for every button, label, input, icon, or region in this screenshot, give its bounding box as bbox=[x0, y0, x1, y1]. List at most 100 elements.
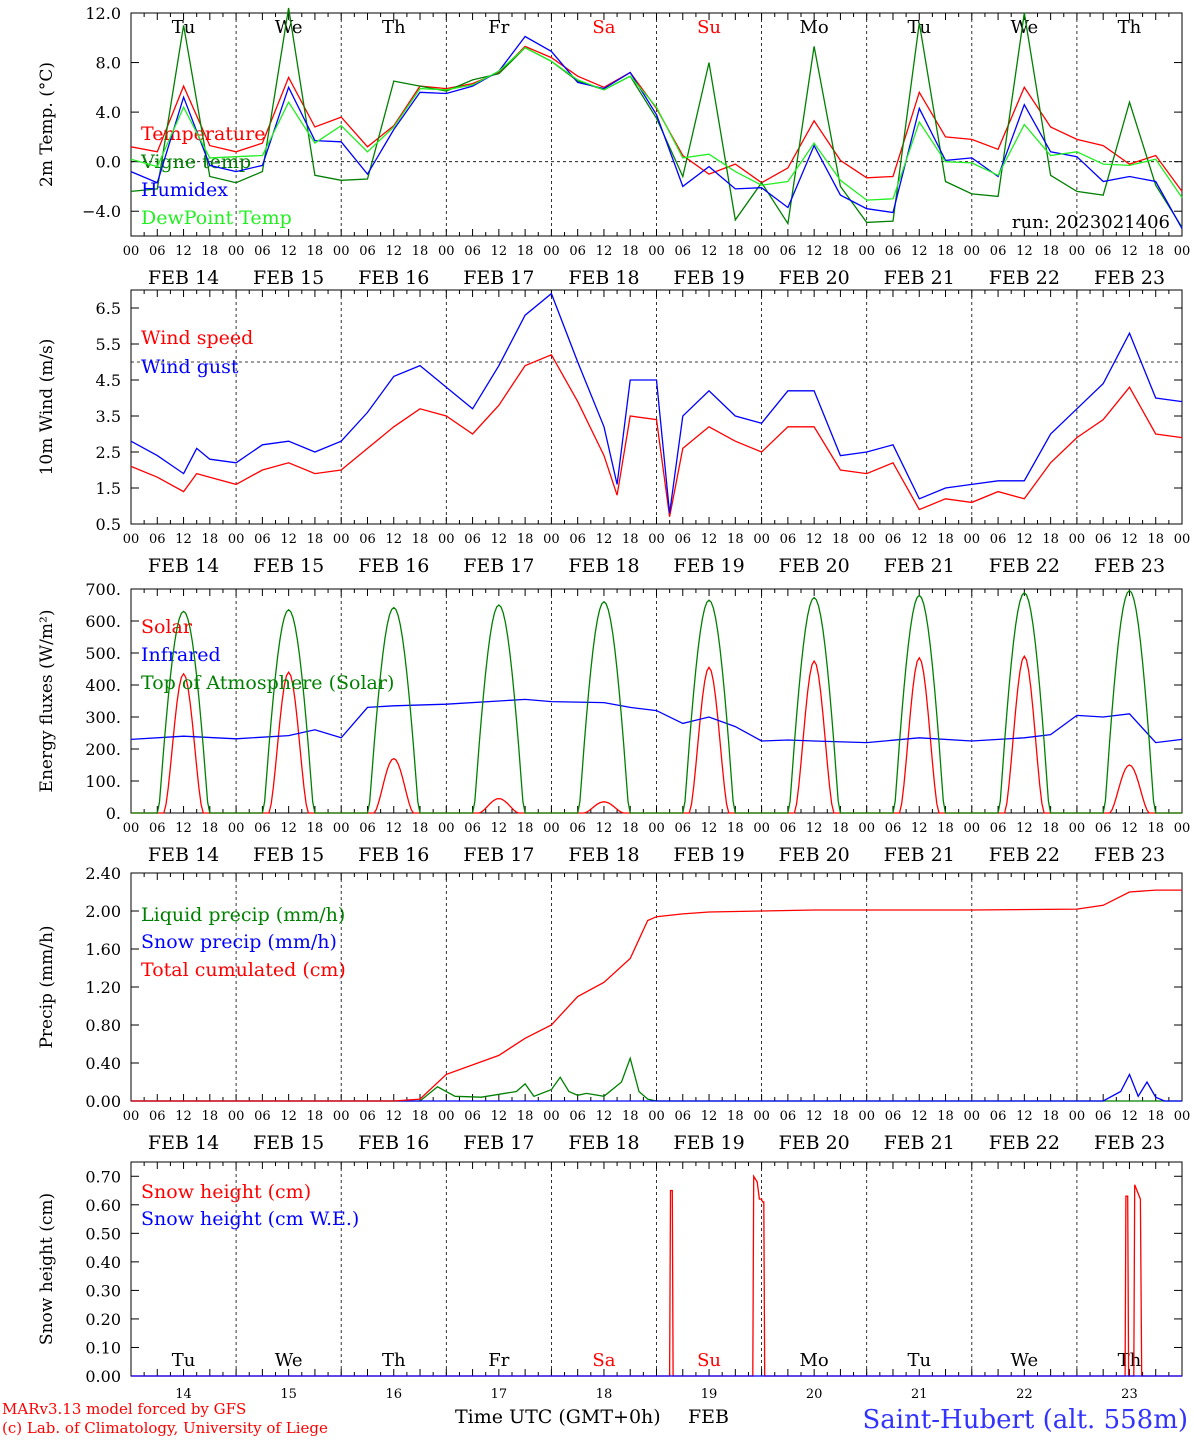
y-tick-label: 0.80 bbox=[85, 1016, 121, 1035]
x-hour-label: 12 bbox=[1016, 1109, 1033, 1124]
weekday-label: Fr bbox=[488, 17, 509, 38]
x-hour-label: 12 bbox=[596, 821, 613, 836]
x-hour-label: 06 bbox=[1095, 532, 1112, 547]
x-hour-label: 18 bbox=[832, 821, 849, 836]
x-hour-label: 18 bbox=[307, 1109, 324, 1124]
x-hour-label: 00 bbox=[543, 244, 560, 259]
x-date-label: FEB 23 bbox=[1094, 267, 1165, 289]
x-hour-label: 00 bbox=[753, 532, 770, 547]
x-hour-label: 12 bbox=[1121, 821, 1138, 836]
x-hour-label: 18 bbox=[832, 244, 849, 259]
x-hour-label: 00 bbox=[123, 244, 140, 259]
y-tick-label: 2.00 bbox=[85, 902, 121, 921]
x-date-label: FEB 18 bbox=[568, 555, 639, 577]
x-hour-label: 00 bbox=[228, 244, 245, 259]
x-hour-label: 00 bbox=[858, 532, 875, 547]
x-hour-label: 00 bbox=[543, 1109, 560, 1124]
x-hour-label: 00 bbox=[1174, 821, 1191, 836]
weekday-label: Su bbox=[697, 17, 721, 38]
x-date-label: FEB 23 bbox=[1094, 844, 1165, 866]
x-hour-label: 06 bbox=[675, 244, 692, 259]
plot-frame bbox=[130, 588, 1183, 814]
x-hour-label: 18 bbox=[202, 1109, 219, 1124]
x-hour-label: 06 bbox=[464, 532, 481, 547]
y-tick-label: 700. bbox=[85, 580, 121, 599]
legend-vigne-temp: Vigne temp bbox=[140, 151, 251, 173]
x-hour-label: 06 bbox=[1095, 821, 1112, 836]
x-hour-label: 00 bbox=[123, 821, 140, 836]
x-hour-label: 06 bbox=[254, 821, 271, 836]
y-tick-label: 4.5 bbox=[96, 371, 121, 390]
y-tick-label: 0.00 bbox=[85, 1367, 121, 1386]
footer-credit-line: (c) Lab. of Climatology, University of L… bbox=[2, 1419, 328, 1437]
y-axis-label: 2m Temp. (°C) bbox=[37, 62, 57, 187]
x-hour-label: 12 bbox=[806, 821, 823, 836]
x-hour-label: 00 bbox=[123, 1109, 140, 1124]
x-date-label: FEB 21 bbox=[884, 1132, 955, 1154]
x-hour-label: 18 bbox=[727, 1109, 744, 1124]
x-hour-label: 12 bbox=[280, 532, 297, 547]
x-hour-label: 18 bbox=[412, 821, 429, 836]
x-hour-label: 12 bbox=[701, 532, 718, 547]
station-name: Saint-Hubert (alt. 558m) bbox=[862, 1405, 1188, 1435]
legend-solar: Solar bbox=[141, 616, 193, 638]
weekday-label: We bbox=[1011, 1350, 1039, 1371]
x-date-label: FEB 19 bbox=[673, 267, 744, 289]
y-tick-label: 300. bbox=[85, 708, 121, 727]
x-hour-label: 12 bbox=[1121, 244, 1138, 259]
x-hour-label: 12 bbox=[1121, 532, 1138, 547]
y-tick-label: 1.20 bbox=[85, 978, 121, 997]
x-hour-label: 12 bbox=[911, 244, 928, 259]
legend-snow-height-cm-w-e: Snow height (cm W.E.) bbox=[141, 1208, 359, 1230]
y-tick-label: 400. bbox=[85, 676, 121, 695]
series-snow-precip-mm-h bbox=[131, 1072, 1182, 1102]
x-hour-label: 12 bbox=[175, 244, 192, 259]
x-date-label: FEB 18 bbox=[568, 1132, 639, 1154]
x-hour-label: 00 bbox=[333, 244, 350, 259]
x-hour-label: 12 bbox=[806, 532, 823, 547]
x-date-label: FEB 22 bbox=[989, 267, 1060, 289]
legend-dewpoint-temp: DewPoint Temp bbox=[141, 207, 292, 229]
y-tick-label: 0.00 bbox=[85, 1092, 121, 1111]
x-hour-label: 18 bbox=[937, 532, 954, 547]
y-tick-label: 12.0 bbox=[85, 4, 121, 23]
x-hour-label: 12 bbox=[491, 244, 508, 259]
series-wind-speed bbox=[130, 353, 1183, 517]
x-hour-label: 06 bbox=[675, 532, 692, 547]
day-number-label: 23 bbox=[1121, 1387, 1138, 1402]
weekday-label: We bbox=[1011, 17, 1039, 38]
day-number-label: 18 bbox=[596, 1387, 613, 1402]
x-hour-label: 12 bbox=[175, 821, 192, 836]
weekday-label: Tu bbox=[172, 1350, 196, 1371]
x-hour-label: 12 bbox=[385, 821, 402, 836]
x-hour-label: 00 bbox=[858, 1109, 875, 1124]
y-tick-label: 0.70 bbox=[85, 1167, 121, 1186]
day-number-label: 16 bbox=[385, 1387, 402, 1402]
y-tick-label: 500. bbox=[85, 644, 121, 663]
series-infrared bbox=[130, 698, 1183, 744]
x-hour-label: 00 bbox=[753, 1109, 770, 1124]
y-axis-label: Snow height (cm) bbox=[37, 1193, 57, 1345]
x-hour-label: 12 bbox=[596, 532, 613, 547]
series-top-of-atmosphere-solar bbox=[131, 589, 1182, 814]
y-tick-label: 5.5 bbox=[96, 335, 121, 354]
x-hour-label: 06 bbox=[990, 532, 1007, 547]
y-tick-label: 1.5 bbox=[96, 479, 121, 498]
legend-wind-gust: Wind gust bbox=[141, 356, 239, 378]
x-hour-label: 06 bbox=[1095, 244, 1112, 259]
x-hour-label: 18 bbox=[1042, 821, 1059, 836]
x-hour-label: 00 bbox=[228, 1109, 245, 1124]
x-hour-label: 00 bbox=[964, 821, 981, 836]
x-hour-label: 06 bbox=[464, 821, 481, 836]
x-hour-label: 18 bbox=[1147, 244, 1164, 259]
x-hour-label: 18 bbox=[1042, 532, 1059, 547]
x-hour-label: 12 bbox=[911, 1109, 928, 1124]
x-date-label: FEB 17 bbox=[463, 555, 534, 577]
x-hour-label: 18 bbox=[517, 532, 534, 547]
x-hour-label: 00 bbox=[123, 532, 140, 547]
panel-2: 6.5 5.5 4.5 3.5 2.5 1.5 0.5 10m Wind (m/s) 00 06 1… bbox=[37, 289, 1190, 577]
x-hour-label: 00 bbox=[858, 821, 875, 836]
x-date-label: FEB 19 bbox=[673, 1132, 744, 1154]
x-hour-label: 18 bbox=[727, 821, 744, 836]
